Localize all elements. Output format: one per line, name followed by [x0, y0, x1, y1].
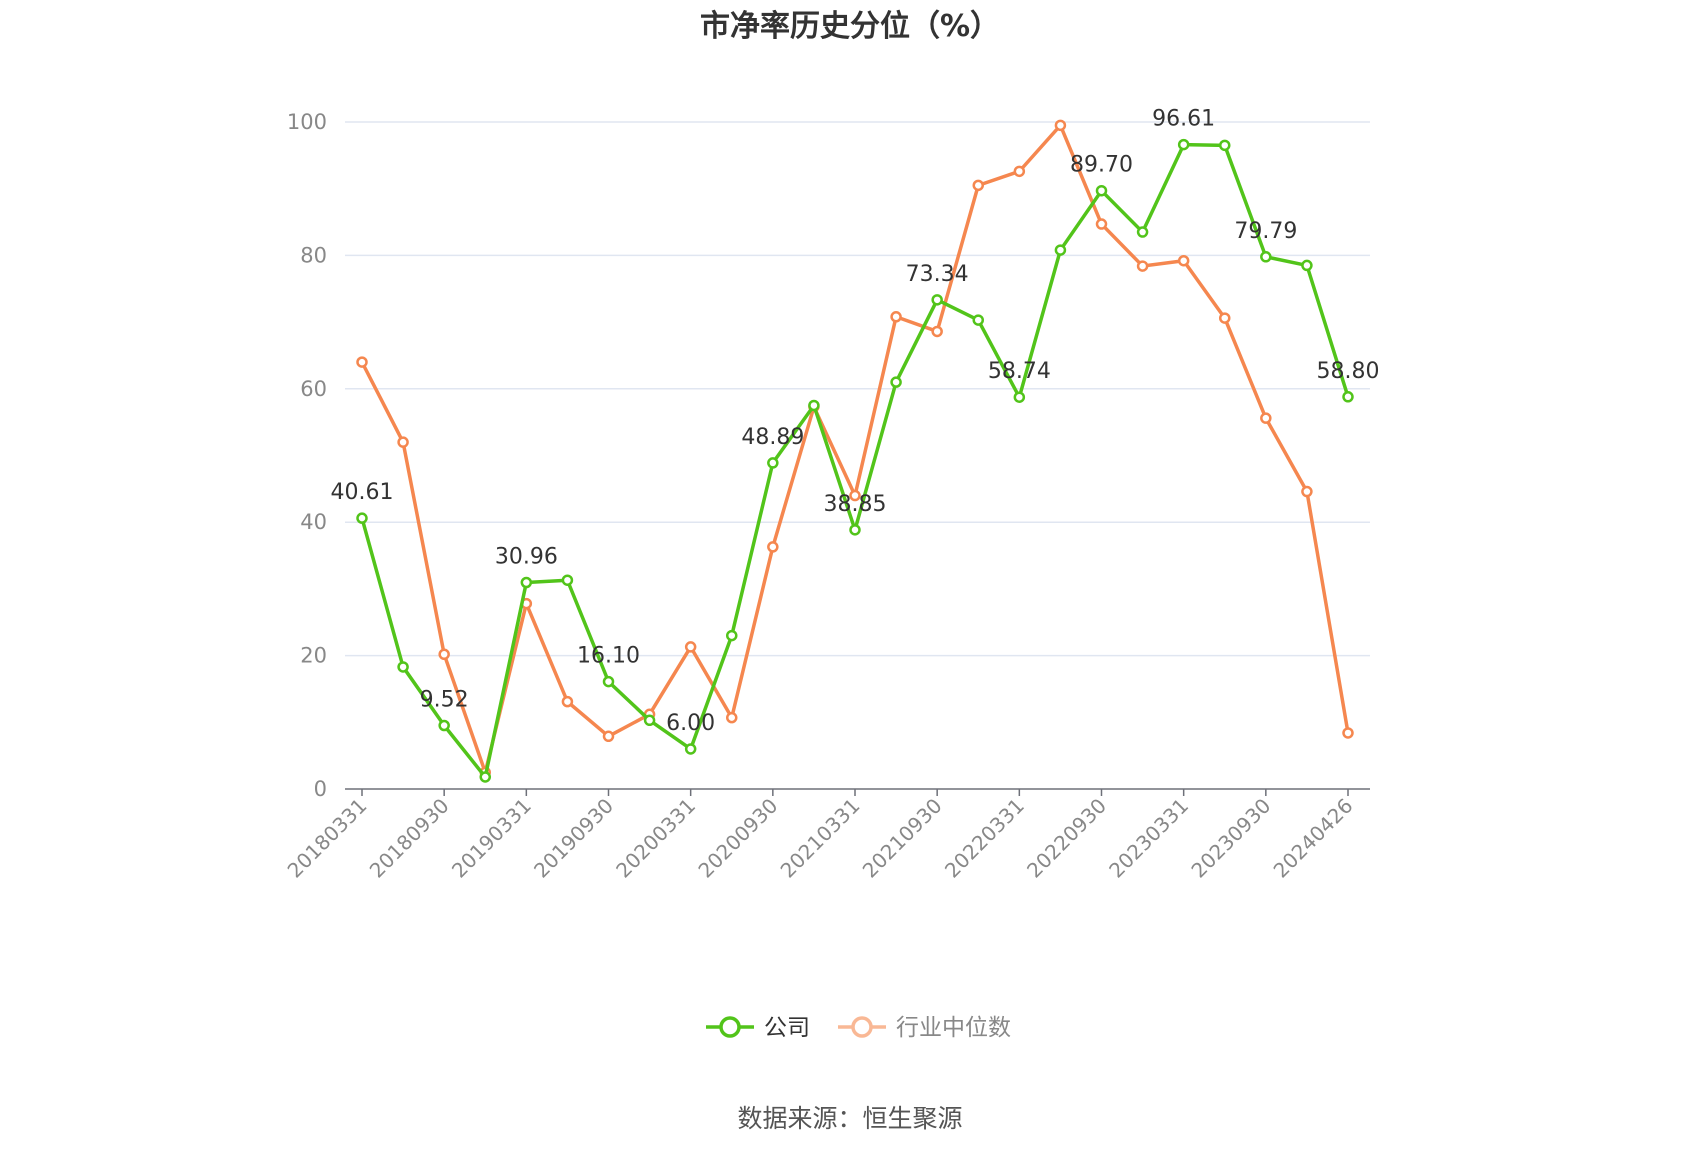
legend-item-company[interactable]: 公司 — [706, 1015, 810, 1041]
data-point[interactable] — [438, 648, 450, 661]
data-label: 58.80 — [1317, 359, 1380, 384]
data-point[interactable] — [849, 524, 861, 536]
data-point[interactable] — [397, 661, 409, 673]
data-label: 58.74 — [988, 359, 1051, 384]
data-point[interactable] — [1342, 727, 1354, 739]
x-tick-label: 20220331 — [940, 794, 1029, 883]
x-tick-label: 20190930 — [529, 794, 618, 883]
chart-title: 市净率历史分位（%） — [700, 9, 1000, 44]
x-tick-label: 20200331 — [611, 794, 700, 883]
data-point[interactable] — [1177, 254, 1190, 267]
series-layer — [356, 119, 1354, 783]
data-label: 73.34 — [906, 262, 969, 287]
data-label: 30.96 — [495, 544, 558, 569]
data-point[interactable] — [972, 179, 984, 192]
x-tick-label: 20220930 — [1022, 794, 1111, 883]
data-point[interactable] — [438, 719, 450, 732]
x-tick-label: 20180331 — [283, 794, 372, 883]
series-line — [360, 123, 1350, 775]
data-label: 48.89 — [741, 425, 804, 450]
x-tick-label: 20190331 — [447, 794, 536, 883]
legend-label: 公司 — [764, 1015, 810, 1041]
data-label: 9.52 — [420, 688, 469, 713]
data-point[interactable] — [726, 629, 738, 642]
y-tick-label: 80 — [300, 243, 327, 267]
data-point[interactable] — [1301, 485, 1313, 498]
data-label: 79.79 — [1234, 219, 1297, 244]
y-tick-label: 0 — [314, 777, 327, 801]
data-point[interactable] — [849, 489, 861, 502]
data-point[interactable] — [1095, 218, 1108, 230]
data-point[interactable] — [1136, 226, 1149, 238]
data-point[interactable] — [726, 711, 738, 724]
y-tick-label: 20 — [300, 644, 327, 668]
data-point[interactable] — [1219, 312, 1231, 324]
series-line — [360, 142, 1350, 779]
data-label: 6.00 — [666, 711, 715, 736]
data-point[interactable] — [602, 730, 615, 743]
x-tick-label: 20230930 — [1186, 794, 1275, 883]
data-point[interactable] — [397, 436, 409, 448]
data-point[interactable] — [1013, 391, 1026, 403]
series-company — [356, 138, 1354, 783]
data-label: 16.10 — [577, 644, 640, 669]
x-tick-label: 20210331 — [776, 794, 865, 883]
data-point[interactable] — [808, 399, 820, 412]
data-point[interactable] — [561, 574, 574, 586]
data-point[interactable] — [602, 675, 615, 688]
data-point[interactable] — [1177, 138, 1190, 151]
legend-marker — [719, 1016, 741, 1038]
data-point[interactable] — [520, 576, 533, 589]
data-point[interactable] — [356, 512, 368, 524]
data-point[interactable] — [890, 311, 902, 323]
data-labels: 40.61 9.52 30.96 16.10 6.00 48.89 38.85 73.34 58… — [331, 107, 1380, 736]
data-point[interactable] — [561, 695, 574, 708]
data-point[interactable] — [767, 457, 779, 469]
data-label: 38.85 — [824, 492, 887, 517]
data-point[interactable] — [684, 641, 697, 653]
data-point[interactable] — [767, 541, 779, 553]
x-tick-label: 20180930 — [365, 794, 454, 883]
data-point[interactable] — [1136, 260, 1149, 272]
data-point[interactable] — [1095, 184, 1108, 197]
data-point[interactable] — [931, 294, 943, 306]
legend-item-industry-median[interactable]: 行业中位数 — [838, 1015, 1011, 1041]
source-note: 数据来源：恒生聚源 — [737, 1104, 962, 1133]
x-tick-label: 20200930 — [693, 794, 782, 883]
data-point[interactable] — [1054, 244, 1067, 256]
legend-label: 行业中位数 — [896, 1015, 1011, 1041]
x-tick-label: 20240426 — [1269, 794, 1358, 883]
legend-marker — [851, 1016, 873, 1038]
data-point[interactable] — [931, 325, 943, 338]
data-point[interactable] — [1219, 139, 1231, 152]
y-tick-label: 60 — [300, 377, 327, 401]
x-tick-label: 20230331 — [1104, 794, 1193, 883]
y-tick-label: 100 — [287, 110, 327, 134]
data-point[interactable] — [1342, 391, 1354, 403]
data-point[interactable] — [356, 356, 368, 368]
data-point[interactable] — [1054, 119, 1067, 132]
data-label: 96.61 — [1152, 107, 1215, 132]
y-tick-label: 40 — [300, 510, 327, 534]
data-point[interactable] — [1260, 251, 1272, 263]
data-label: 40.61 — [331, 480, 394, 505]
data-point[interactable] — [890, 376, 902, 388]
data-point[interactable] — [684, 743, 697, 755]
data-point[interactable] — [1301, 259, 1313, 272]
x-tick-label: 20210930 — [858, 794, 947, 883]
grid — [345, 121, 1370, 657]
data-point[interactable] — [1013, 165, 1026, 178]
data-label: 89.70 — [1070, 153, 1133, 178]
legend: 公司 行业中位数 — [706, 1015, 1011, 1041]
data-point[interactable] — [643, 714, 656, 727]
series-industry-median — [356, 119, 1354, 779]
data-point[interactable] — [1260, 412, 1272, 424]
data-point[interactable] — [972, 314, 984, 326]
data-point[interactable] — [479, 771, 491, 783]
